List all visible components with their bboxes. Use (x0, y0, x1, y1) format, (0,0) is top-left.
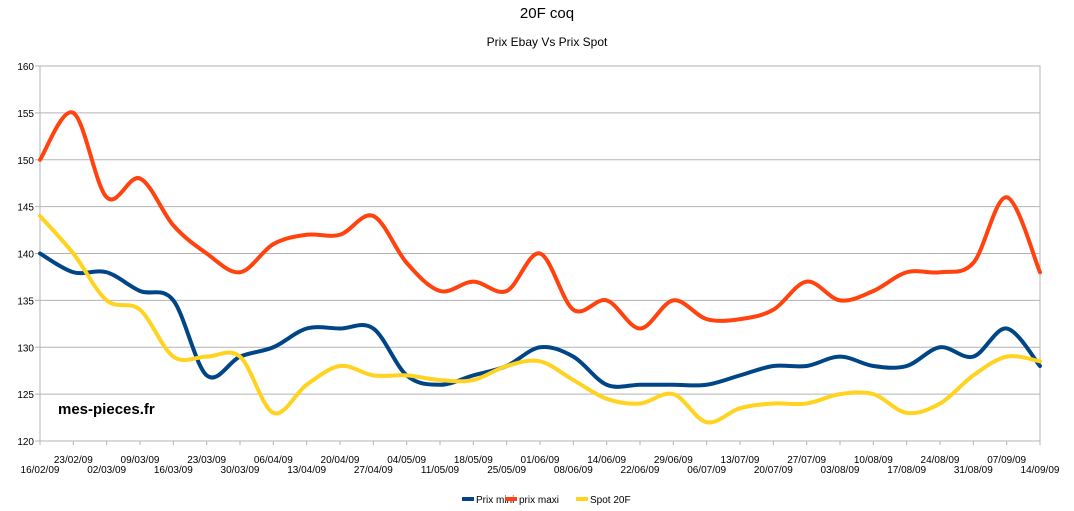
legend: Prix mini prix maxi Spot 20F (462, 495, 631, 506)
x-tick-label: 27/07/09 (787, 455, 826, 466)
x-tick-label: 16/03/09 (154, 465, 193, 476)
x-tick-label: 24/08/09 (921, 455, 960, 466)
x-tick-label: 03/08/09 (821, 465, 860, 476)
x-tick-label: 20/04/09 (321, 455, 360, 466)
x-tick-label: 09/03/09 (121, 455, 160, 466)
x-tick-label: 23/02/09 (54, 455, 93, 466)
x-tick-label: 27/04/09 (354, 465, 393, 476)
x-tick-label: 30/03/09 (221, 465, 260, 476)
x-tick-label: 04/05/09 (387, 455, 426, 466)
chart-subtitle: Prix Ebay Vs Prix Spot (487, 35, 608, 49)
x-tick-label: 23/03/09 (187, 455, 226, 466)
x-tick-label: 06/07/09 (687, 465, 726, 476)
chart-title: 20F coq (520, 5, 574, 22)
legend-label: prix maxi (519, 495, 559, 506)
x-tick-label: 31/08/09 (954, 465, 993, 476)
x-tick-label: 16/02/09 (21, 465, 60, 476)
x-tick-label: 25/05/09 (487, 465, 526, 476)
legend-label: Prix mini (476, 495, 514, 506)
y-tick-label: 120 (17, 437, 34, 448)
series-line-prix-maxi (38, 110, 1042, 331)
x-tick-label: 29/06/09 (654, 455, 693, 466)
y-tick-label: 160 (17, 62, 34, 73)
x-tick-label: 10/08/09 (854, 455, 893, 466)
y-tick-label: 135 (17, 296, 34, 307)
x-tick-label: 22/06/09 (621, 465, 660, 476)
x-tick-label: 17/08/09 (887, 465, 926, 476)
y-tick-label: 130 (17, 343, 34, 354)
x-tick-label: 13/07/09 (721, 455, 760, 466)
series-line-prix-mini (38, 251, 1042, 389)
x-tick-label: 14/09/09 (1021, 465, 1060, 476)
x-tick-label: 02/03/09 (87, 465, 126, 476)
x-axis: 16/02/0923/02/0902/03/0909/03/0916/03/09… (21, 441, 1060, 476)
x-tick-label: 08/06/09 (554, 465, 593, 476)
plot-area (38, 110, 1042, 425)
x-tick-label: 01/06/09 (521, 455, 560, 466)
y-tick-label: 125 (17, 390, 34, 401)
x-tick-label: 11/05/09 (421, 465, 460, 476)
x-tick-label: 20/07/09 (754, 465, 793, 476)
y-tick-label: 145 (17, 203, 34, 214)
y-tick-label: 140 (17, 250, 34, 261)
x-tick-label: 18/05/09 (454, 455, 493, 466)
x-tick-label: 13/04/09 (287, 465, 326, 476)
series-line-spot-20f (38, 214, 1042, 425)
x-tick-label: 07/09/09 (987, 455, 1026, 466)
y-tick-label: 155 (17, 109, 34, 120)
y-axis: 120 125 130 135 140 145 150 155 160 (17, 62, 34, 448)
x-tick-label: 06/04/09 (254, 455, 293, 466)
watermark-text: mes-pieces.fr (58, 401, 155, 418)
x-tick-label: 14/06/09 (587, 455, 626, 466)
legend-label: Spot 20F (590, 495, 631, 506)
y-tick-label: 150 (17, 156, 34, 167)
